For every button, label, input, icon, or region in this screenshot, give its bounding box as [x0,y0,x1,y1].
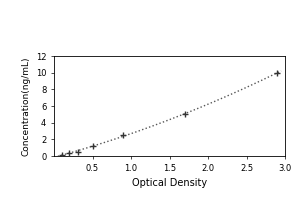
Y-axis label: Concentration(ng/mL): Concentration(ng/mL) [21,56,30,156]
X-axis label: Optical Density: Optical Density [132,178,207,188]
